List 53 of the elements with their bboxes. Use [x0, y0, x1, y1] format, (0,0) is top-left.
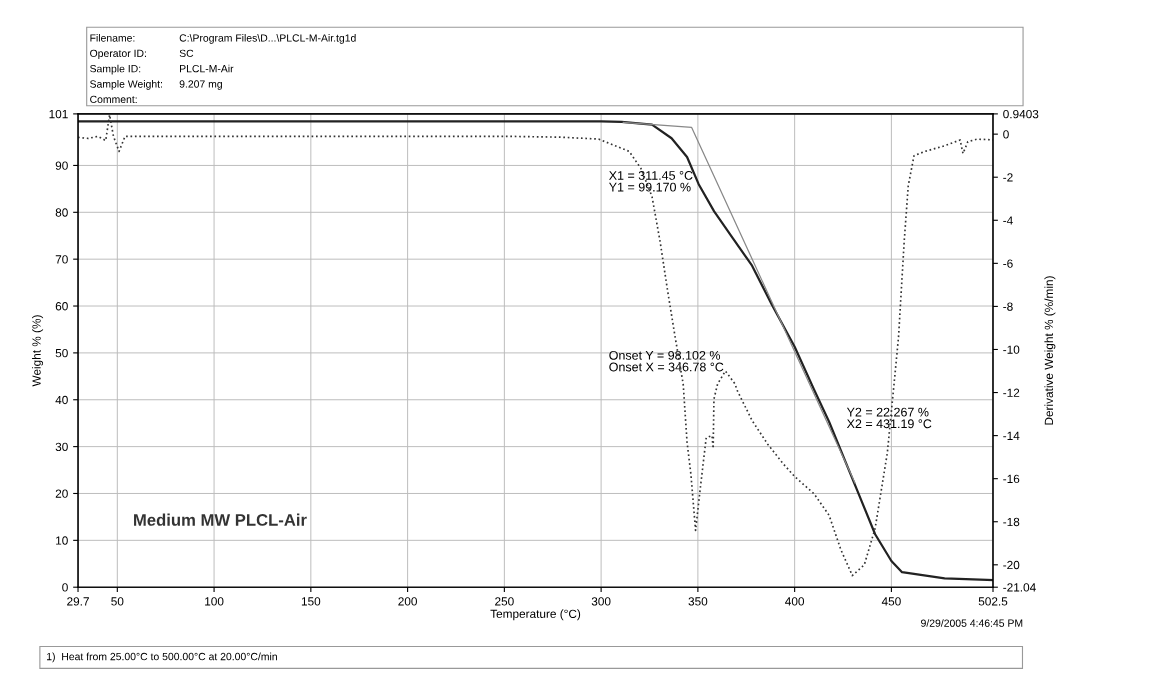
- annotation: Y2 = 22.267 % X2 = 431.19 °C: [846, 407, 932, 429]
- text: Comment:: [90, 95, 137, 104]
- text: PLCL-M-Air: [180, 64, 234, 73]
- annotation: Onset Y = 98.102 % Onset X = 346.78 °C: [609, 350, 724, 372]
- y2-tick-label: -8: [1003, 302, 1013, 311]
- y-tick-label: 90: [55, 161, 68, 170]
- y2-tick-label: -10: [1003, 345, 1020, 354]
- y-tick-label: 10: [56, 536, 68, 545]
- annotation: X1 = 311.45 °C Y1 = 99.170 %: [608, 171, 693, 192]
- x-tick-label: 50: [111, 597, 124, 606]
- y2-tick-label: -4: [1003, 216, 1013, 225]
- y-tick-label: 0: [62, 583, 68, 592]
- y2-tick-label: 0.9403: [1003, 109, 1039, 119]
- y2-tick-label: -18: [1003, 517, 1020, 527]
- y-tick-label: 20: [55, 489, 68, 498]
- text: 1) Heat from 25.00°C to 500.00°C at 20.00°C/min: [47, 652, 277, 663]
- text: Sample Weight:: [90, 80, 162, 90]
- text: 9/29/2005 4:46:45 PM: [921, 619, 1023, 627]
- x-tick-label: 350: [688, 597, 708, 606]
- text: Sample ID:: [90, 64, 141, 75]
- y2-tick-label: -16: [1003, 474, 1020, 484]
- x-axis-title: Temperature (°C): [490, 609, 581, 621]
- text: Medium MW PLCL-Air: [134, 513, 307, 526]
- x-tick-label: 400: [785, 597, 805, 606]
- y2-tick-label: -2: [1003, 173, 1013, 182]
- y2-tick-label: 0: [1003, 130, 1009, 139]
- x-tick-label: 250: [495, 597, 514, 606]
- y-tick-label: 101: [49, 109, 68, 119]
- text: SC: [179, 49, 194, 58]
- y-tick-label: 80: [55, 208, 68, 217]
- x-tick-label: 502.5: [978, 597, 1008, 606]
- y-axis-title: Weight % (%): [32, 315, 44, 387]
- x-tick-label: 29.7: [67, 597, 89, 606]
- y-tick-label: 50: [55, 348, 68, 358]
- y2-tick-label: -12: [1003, 388, 1020, 397]
- y2-tick-label: -21.04: [1003, 583, 1036, 592]
- y-tick-label: 60: [55, 302, 68, 311]
- text: Filename:: [90, 34, 135, 42]
- y-tick-label: 70: [55, 255, 68, 264]
- y2-tick-label: -14: [1003, 431, 1020, 440]
- x-tick-label: 100: [205, 597, 224, 606]
- text: Operator ID:: [90, 49, 146, 60]
- text: C:\Program Files\D...\PLCL-M-Air.tg1d: [179, 34, 356, 44]
- x-tick-label: 150: [301, 597, 321, 606]
- text: 9.207 mg: [179, 80, 222, 90]
- y2-axis-title: Derivative Weight % (%/min): [1044, 276, 1056, 425]
- x-tick-label: 200: [398, 597, 417, 606]
- y-tick-label: 40: [55, 395, 68, 405]
- y2-tick-label: -6: [1003, 259, 1013, 268]
- y2-tick-label: -20: [1003, 560, 1020, 570]
- x-tick-label: 450: [881, 597, 901, 606]
- y-tick-label: 30: [55, 442, 68, 452]
- x-tick-label: 300: [591, 597, 611, 606]
